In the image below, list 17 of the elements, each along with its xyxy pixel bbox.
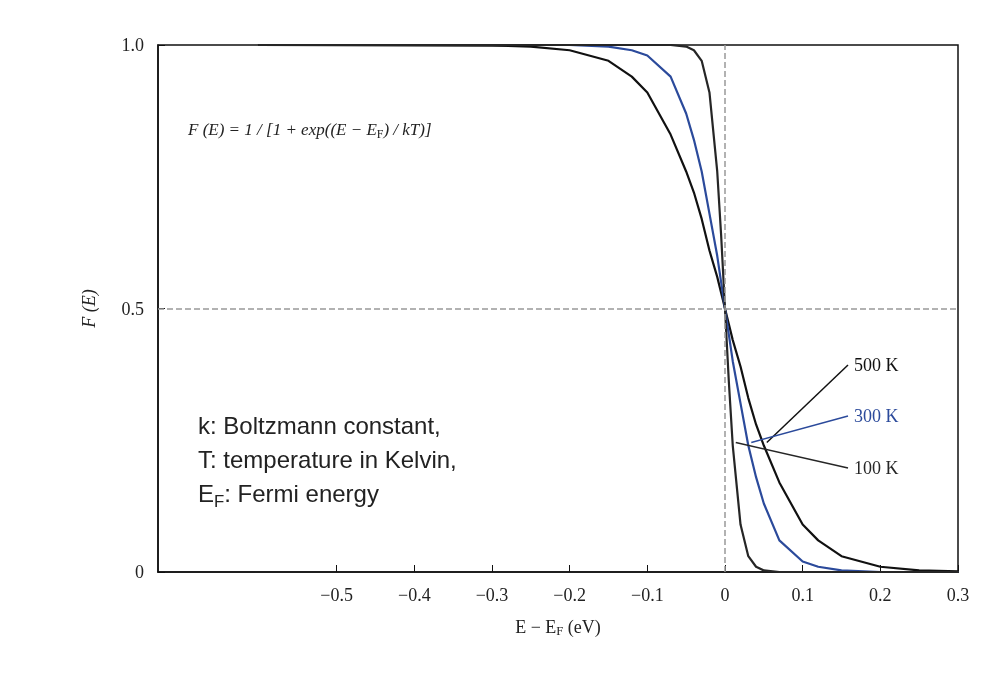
x-tick-label: 0.3 bbox=[946, 585, 970, 605]
x-tick-label: −0.5 bbox=[320, 585, 353, 605]
x-tick-label: −0.2 bbox=[553, 585, 586, 605]
x-tick-label: 0.1 bbox=[791, 585, 814, 605]
x-tick-label: −0.3 bbox=[475, 585, 509, 605]
y-tick-label: 0.5 bbox=[121, 298, 144, 319]
x-tick-label: −0.4 bbox=[397, 585, 431, 605]
x-tick-label: 0.2 bbox=[869, 585, 892, 605]
y-tick-label: 1.0 bbox=[121, 35, 144, 55]
x-tick-label: −0.1 bbox=[630, 585, 664, 605]
y-axis-title: F (E) bbox=[79, 289, 100, 329]
y-tick-label: 0 bbox=[135, 562, 144, 582]
text: 300 K bbox=[854, 406, 899, 426]
x-tick-label: 0 bbox=[720, 585, 730, 605]
text: 500 K bbox=[854, 355, 899, 375]
text: 100 K bbox=[854, 458, 899, 478]
x-axis-title: E − EF (eV) bbox=[515, 617, 601, 639]
